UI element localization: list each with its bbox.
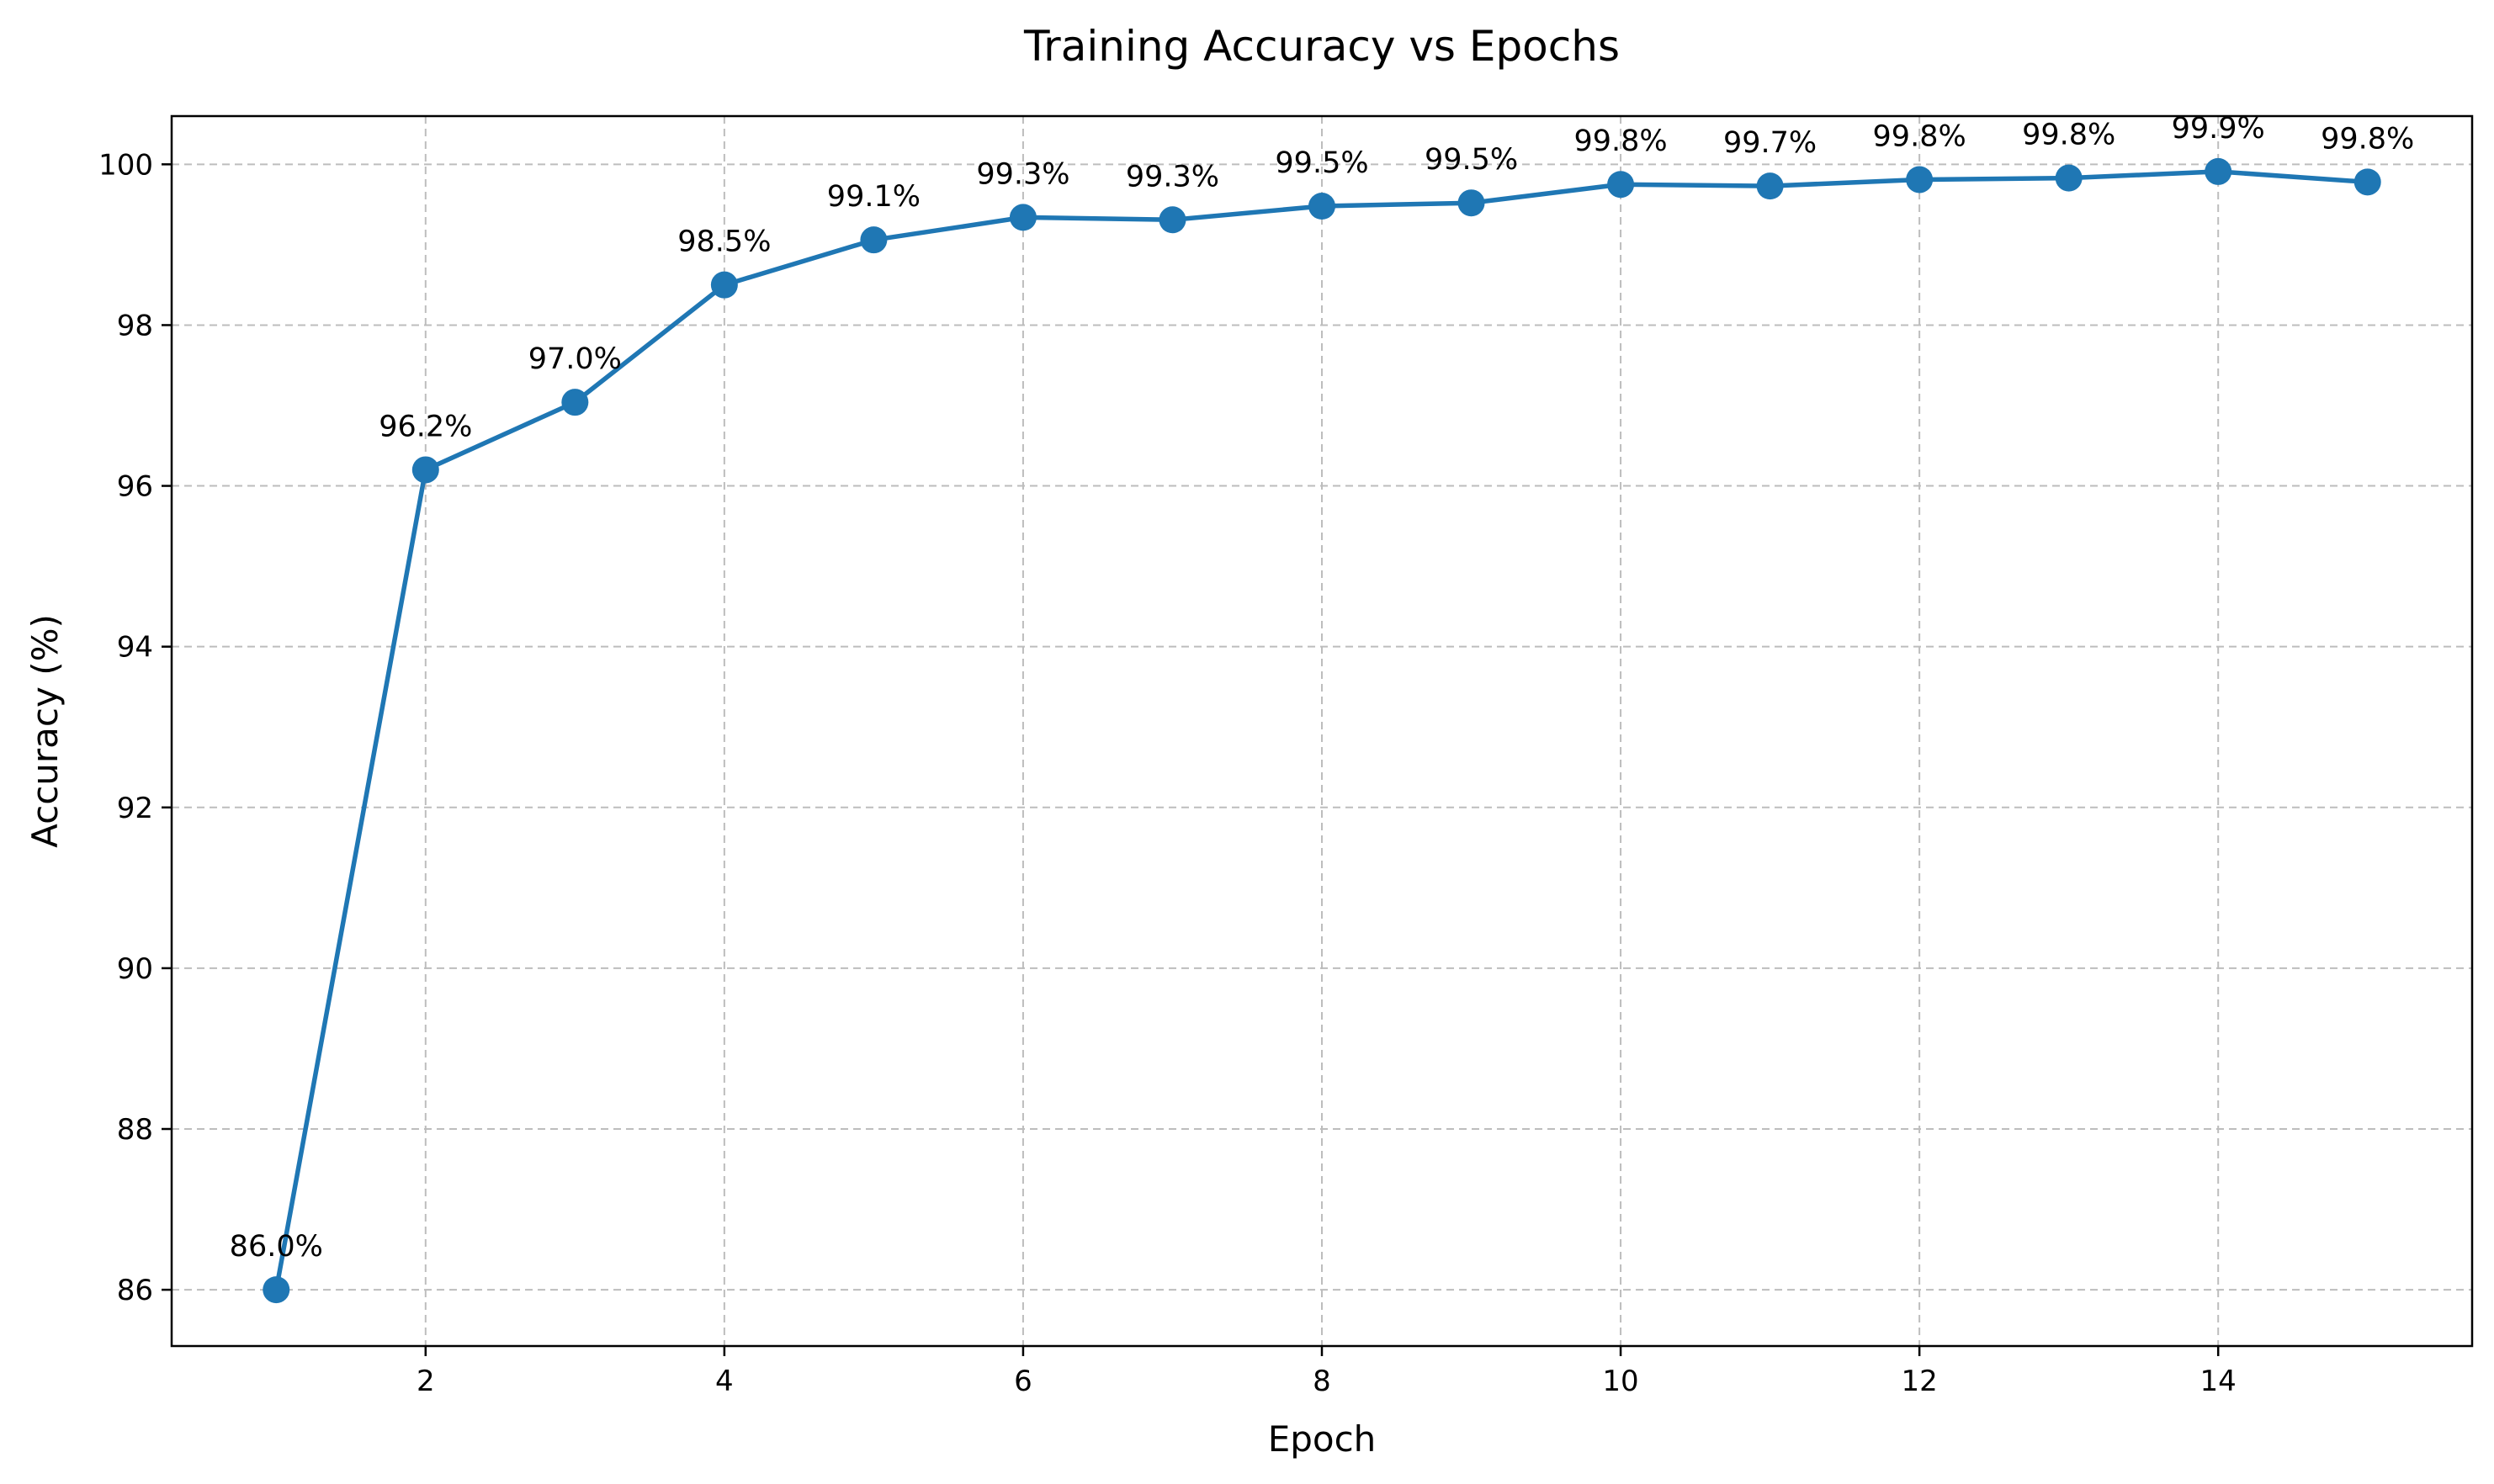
data-point-marker [710, 271, 738, 299]
x-tick-label: 8 [1313, 1365, 1331, 1398]
data-point-marker [561, 389, 589, 416]
data-point-label: 99.8% [2022, 119, 2115, 152]
data-point-marker [860, 226, 888, 254]
x-tick-label: 14 [2200, 1365, 2237, 1398]
chart-title: Training Accuracy vs Epochs [1023, 22, 1620, 71]
axis-ticks: 2 4 6 8 10 12 14 86 88 90 92 94 96 98 100 [98, 148, 2237, 1398]
data-point-label: 99.7% [1723, 126, 1817, 160]
data-point-label: 99.8% [1873, 119, 1966, 153]
y-tick-label: 100 [98, 148, 153, 182]
data-point-marker [2205, 157, 2232, 185]
data-point-marker [2353, 168, 2381, 196]
y-tick-label: 88 [117, 1113, 153, 1147]
y-tick-label: 86 [117, 1274, 153, 1307]
data-point-label: 99.5% [1275, 146, 1368, 180]
x-tick-label: 12 [1901, 1365, 1937, 1398]
x-tick-label: 2 [417, 1365, 435, 1398]
data-point-label: 98.5% [677, 225, 771, 259]
data-point-label: 99.8% [2321, 122, 2414, 156]
data-point-marker [1308, 193, 1335, 220]
data-point-marker [263, 1276, 290, 1304]
data-point-label: 97.0% [528, 342, 622, 376]
x-tick-label: 10 [1602, 1365, 1638, 1398]
data-point-label: 99.3% [976, 157, 1069, 191]
grid-lines [172, 116, 2472, 1346]
data-point-label: 99.5% [1425, 143, 1518, 177]
data-point-marker [1756, 172, 1784, 200]
data-point-label: 99.9% [2172, 112, 2265, 146]
y-tick-label: 98 [117, 309, 153, 342]
data-point-marker [1457, 189, 1485, 217]
data-point-label: 99.1% [827, 180, 921, 214]
data-point-marker [1009, 204, 1037, 231]
data-point-label: 99.3% [1126, 160, 1219, 193]
x-tick-label: 6 [1014, 1365, 1032, 1398]
plot-area-frame [170, 114, 2474, 1348]
data-point-marker [411, 456, 439, 484]
data-labels: 86.0% 96.2% 97.0% 98.5% 99.1% 99.3% 99.3% 99.5%… [230, 112, 2415, 1264]
x-axis-label: Epoch [1268, 1418, 1377, 1460]
data-points [263, 157, 2381, 1304]
data-point-label: 86.0% [230, 1230, 323, 1264]
y-tick-label: 96 [117, 470, 153, 504]
data-point-marker [1607, 171, 1635, 199]
y-tick-label: 94 [117, 631, 153, 665]
data-point-marker [1159, 206, 1186, 234]
y-tick-label: 92 [117, 792, 153, 825]
data-point-label: 96.2% [379, 410, 472, 443]
data-point-label: 99.8% [1573, 125, 1667, 158]
data-point-marker [1906, 166, 1934, 193]
x-tick-label: 4 [715, 1365, 734, 1398]
y-axis-label: Accuracy (%) [24, 614, 66, 848]
y-tick-label: 90 [117, 952, 153, 986]
data-point-marker [2055, 164, 2083, 192]
